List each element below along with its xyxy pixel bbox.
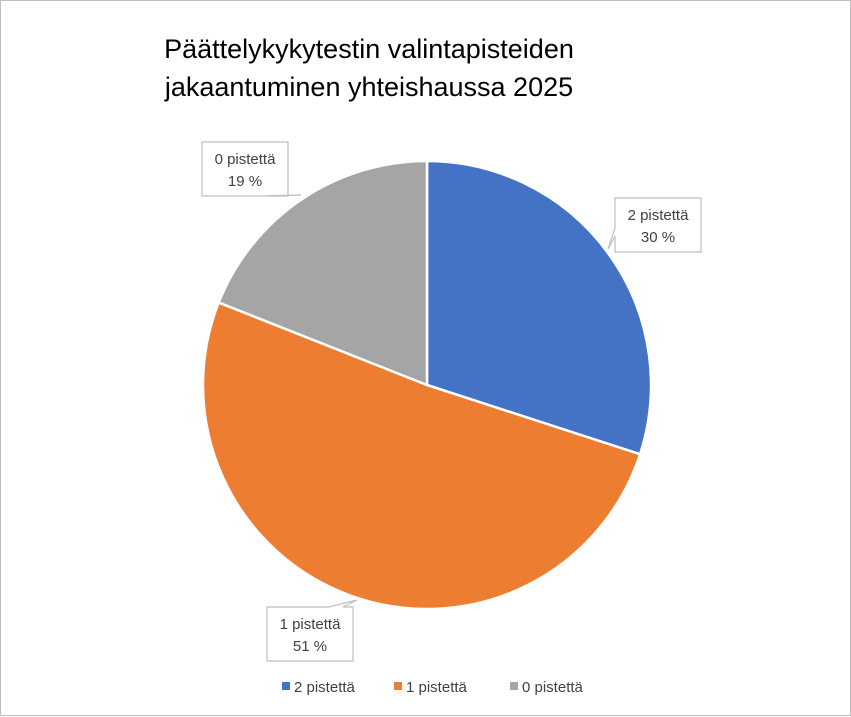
data-label-2: 0 pistettä 19 % — [201, 141, 302, 197]
data-label-value: 51 % — [293, 638, 327, 655]
chart-title-line-1: Päättelykykytestin valintapisteiden — [164, 34, 574, 64]
data-label-1: 1 pistettä 51 % — [266, 599, 358, 662]
legend-swatch — [282, 682, 290, 690]
data-label-box — [607, 197, 702, 253]
pie-slices — [201, 159, 653, 611]
legend-label: 2 pistettä — [294, 679, 356, 696]
data-label-category: 0 pistettä — [215, 151, 277, 168]
legend: 2 pistettä 1 pistettä 0 pistettä — [282, 679, 584, 696]
data-label-0: 2 pistettä 30 % — [607, 197, 702, 253]
legend-swatch — [394, 682, 402, 690]
data-label-callouts: 2 pistettä 30 % 1 pistettä 51 % 0 pistettä 19… — [201, 141, 702, 662]
data-label-category: 1 pistettä — [280, 616, 342, 633]
pie-slice-2 — [217, 159, 429, 387]
pie-slice-0 — [425, 159, 653, 456]
data-label-box — [266, 599, 358, 662]
legend-item-1: 1 pistettä — [394, 679, 468, 696]
chart-title-line-2: jakaantuminen yhteishaussa 2025 — [164, 72, 573, 102]
data-label-box — [201, 141, 302, 197]
data-label-category: 2 pistettä — [628, 207, 690, 224]
legend-swatch — [510, 682, 518, 690]
legend-item-2: 0 pistettä — [510, 679, 584, 696]
legend-label: 1 pistettä — [406, 679, 468, 696]
data-label-value: 30 % — [641, 229, 675, 246]
legend-label: 0 pistettä — [522, 679, 584, 696]
pie-slice-1 — [201, 300, 642, 611]
data-label-value: 19 % — [228, 173, 262, 190]
legend-item-0: 2 pistettä — [282, 679, 356, 696]
